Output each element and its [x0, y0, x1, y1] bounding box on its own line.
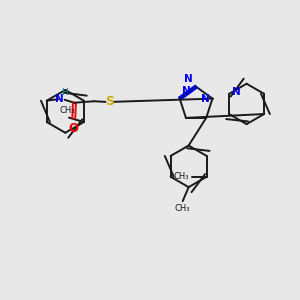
- Text: N: N: [184, 74, 193, 84]
- Text: CH₃: CH₃: [175, 204, 190, 213]
- Text: N: N: [232, 87, 241, 97]
- Text: CH₃: CH₃: [60, 106, 75, 115]
- Text: S: S: [105, 95, 114, 108]
- Text: N: N: [201, 94, 210, 104]
- Text: N: N: [182, 86, 191, 96]
- Text: H: H: [61, 88, 68, 98]
- Text: O: O: [69, 122, 79, 135]
- Text: CH₃: CH₃: [173, 172, 189, 181]
- Text: N: N: [55, 94, 64, 104]
